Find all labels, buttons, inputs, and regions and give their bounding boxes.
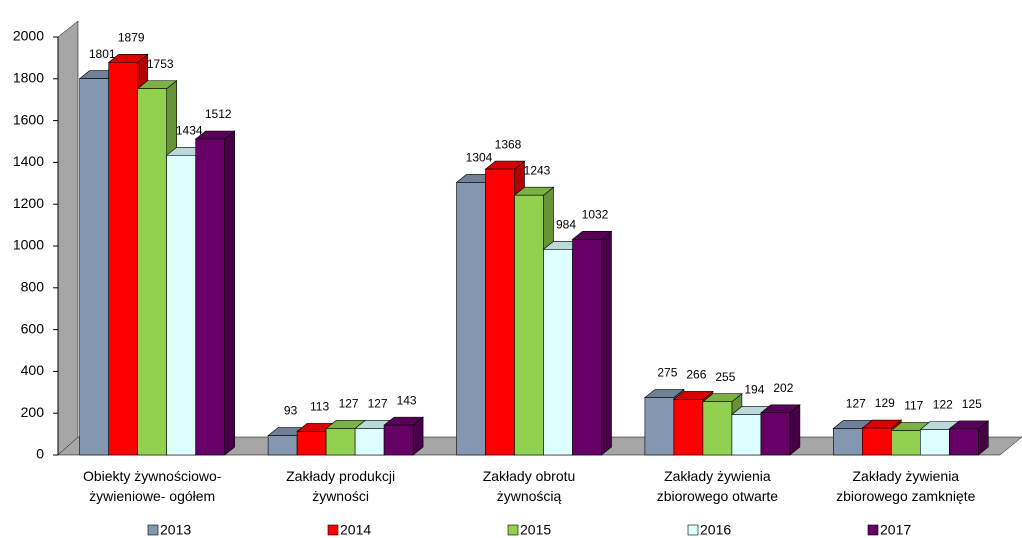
value-label: 275 bbox=[657, 366, 677, 380]
value-label: 1753 bbox=[147, 57, 174, 71]
legend-label: 2015 bbox=[520, 522, 551, 538]
bar-front bbox=[731, 414, 762, 456]
bar-front bbox=[673, 399, 704, 456]
x-tick-label-line: zbiorowego zamknięte bbox=[836, 488, 976, 504]
x-tick-label-line: Zakłady produkcji bbox=[286, 468, 395, 484]
bar-front bbox=[383, 424, 414, 456]
value-label: 143 bbox=[397, 393, 417, 407]
x-tick-label-line: zbiorowego otwarte bbox=[657, 488, 779, 504]
bar-front bbox=[760, 412, 791, 456]
value-label: 1032 bbox=[582, 207, 609, 221]
bar bbox=[760, 404, 801, 456]
bar-side bbox=[789, 404, 801, 456]
y-tick-label: 600 bbox=[21, 320, 45, 336]
bar-front bbox=[861, 427, 892, 456]
bar-side bbox=[601, 230, 612, 456]
x-tick-label: Zakłady żywienia zbiorowego zamknięte bbox=[836, 468, 976, 504]
legend-label: 2013 bbox=[160, 522, 191, 538]
value-label: 1243 bbox=[524, 163, 551, 177]
bar-front bbox=[137, 88, 167, 456]
value-label: 202 bbox=[773, 381, 793, 395]
value-label: 125 bbox=[962, 397, 982, 411]
y-tick-label: 1200 bbox=[13, 195, 44, 211]
y-tick-label: 2000 bbox=[13, 28, 44, 44]
value-label: 255 bbox=[715, 370, 735, 384]
x-tick-label-line: żywnością bbox=[497, 488, 562, 504]
bar-front bbox=[572, 239, 602, 456]
value-label: 1434 bbox=[176, 123, 203, 137]
legend-swatch bbox=[687, 524, 699, 536]
value-label: 1801 bbox=[89, 47, 116, 61]
value-label: 117 bbox=[904, 399, 923, 413]
x-tick-label: Obiekty żywnościowo-żywieniowe- ogółem bbox=[83, 468, 222, 504]
bar bbox=[948, 420, 990, 456]
legend-label: 2017 bbox=[880, 522, 911, 538]
bar-side bbox=[224, 130, 235, 456]
bar-front bbox=[832, 428, 863, 456]
y-tick-label: 1400 bbox=[13, 153, 44, 169]
bar-front bbox=[644, 397, 675, 456]
y-tick-label: 0 bbox=[36, 446, 44, 462]
bar-front bbox=[514, 194, 544, 456]
bar-front bbox=[948, 428, 979, 456]
bar-front bbox=[195, 138, 225, 456]
value-label: 1879 bbox=[118, 30, 145, 44]
value-label: 194 bbox=[744, 383, 764, 397]
bar-front bbox=[296, 431, 327, 456]
legend-swatch bbox=[147, 524, 159, 536]
value-label: 1512 bbox=[205, 107, 232, 121]
y-tick-label: 1800 bbox=[13, 70, 44, 86]
back-wall bbox=[57, 20, 79, 456]
bar bbox=[571, 230, 613, 456]
bar-front bbox=[166, 154, 196, 456]
x-tick-label: Zakłady produkcji żywności bbox=[286, 468, 395, 504]
value-label: 984 bbox=[556, 218, 576, 232]
legend-swatch bbox=[867, 524, 879, 536]
y-tick-label: 1000 bbox=[13, 237, 44, 253]
x-tick-label-line: Zakłady obrotu bbox=[483, 468, 576, 484]
legend-swatch bbox=[327, 524, 339, 536]
value-label: 113 bbox=[310, 400, 329, 414]
value-label: 127 bbox=[339, 397, 359, 411]
x-tick-label-line: Zakłady żywienia bbox=[852, 468, 959, 484]
y-tick-label: 400 bbox=[21, 362, 45, 378]
y-tick-label: 1600 bbox=[13, 111, 44, 127]
x-tick-label-line: żywieniowe- ogółem bbox=[89, 488, 215, 504]
value-label: 122 bbox=[933, 398, 953, 412]
x-tick-label-line: żywności bbox=[312, 488, 369, 504]
y-tick-label: 800 bbox=[21, 279, 45, 295]
legend-label: 2016 bbox=[700, 522, 731, 538]
y-tick-label: 200 bbox=[21, 404, 45, 420]
bar-front bbox=[890, 430, 921, 456]
bar bbox=[194, 130, 236, 456]
legend-label: 2014 bbox=[340, 522, 371, 538]
bar bbox=[383, 416, 424, 456]
value-label: 266 bbox=[686, 368, 706, 382]
legend-swatch bbox=[507, 524, 519, 536]
x-tick-label-line: Zakłady żywienia bbox=[664, 468, 771, 484]
bar-front bbox=[456, 182, 486, 456]
bar-front bbox=[485, 168, 515, 456]
bar-front bbox=[267, 435, 298, 456]
x-tick-label-line: Obiekty żywnościowo- bbox=[83, 468, 222, 484]
value-label: 127 bbox=[368, 397, 388, 411]
bar-front bbox=[354, 428, 385, 456]
value-label: 129 bbox=[875, 396, 895, 410]
bar-front bbox=[108, 61, 138, 456]
x-tick-label: Zakłady obrotu żywnością bbox=[483, 468, 576, 504]
bar-front bbox=[543, 249, 573, 456]
value-label: 127 bbox=[846, 397, 866, 411]
bar-front bbox=[702, 401, 733, 456]
bar-front bbox=[325, 428, 356, 456]
bar-front bbox=[79, 78, 109, 456]
value-label: 1304 bbox=[466, 151, 493, 165]
value-label: 1368 bbox=[495, 137, 522, 151]
x-tick-label: Zakłady żywienia zbiorowego otwarte bbox=[657, 468, 779, 504]
bar-front bbox=[919, 429, 950, 456]
value-label: 93 bbox=[284, 404, 298, 418]
